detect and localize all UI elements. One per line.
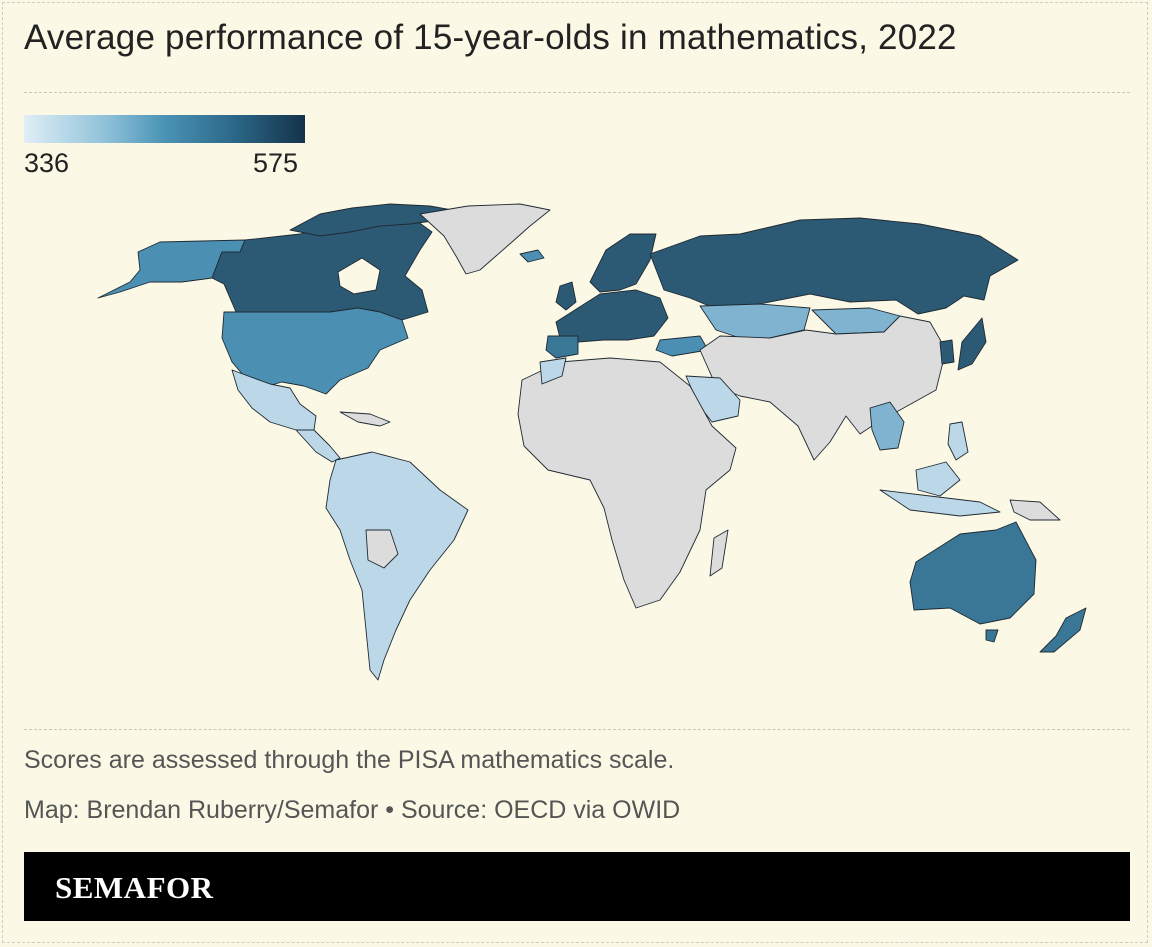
brand-bar: SEMAFOR — [24, 852, 1130, 921]
region-papua — [1009, 499, 1061, 521]
region-philippines — [947, 421, 969, 461]
region-uk — [555, 281, 577, 311]
region-turkey — [655, 335, 709, 357]
region-indonesia — [879, 489, 1001, 517]
region-japan — [957, 317, 987, 371]
region-usa — [221, 307, 409, 395]
bottom-divider — [24, 729, 1130, 730]
hudson-bay — [337, 257, 381, 295]
region-bolivia — [365, 529, 399, 569]
legend-min-label: 336 — [24, 148, 70, 178]
top-divider — [24, 92, 1130, 93]
region-caribbean — [339, 411, 391, 427]
region-iberia — [545, 335, 579, 359]
region-central-america — [295, 429, 341, 463]
brand-logo: SEMAFOR — [55, 870, 214, 905]
region-australia — [909, 521, 1037, 625]
region-southeast-asia — [869, 401, 905, 451]
legend-max-label: 575 — [253, 148, 299, 178]
region-korea — [939, 339, 955, 365]
region-greenland — [419, 203, 551, 275]
region-new-zealand — [1039, 607, 1087, 653]
region-scandinavia — [589, 233, 657, 293]
region-borneo — [915, 461, 961, 497]
map-credit: Map: Brendan Ruberry/Semafor • Source: O… — [24, 796, 681, 824]
region-iceland — [519, 249, 545, 263]
chart-title: Average performance of 15-year-olds in m… — [24, 18, 957, 57]
region-russia — [649, 217, 1019, 315]
region-madagascar — [709, 529, 729, 577]
region-tasmania — [985, 629, 999, 643]
region-morocco — [539, 357, 567, 385]
legend-gradient — [24, 115, 305, 143]
world-map — [97, 203, 1087, 681]
region-south-america — [325, 451, 469, 681]
map-description: Scores are assessed through the PISA mat… — [24, 746, 675, 774]
region-asia-no-data — [699, 315, 947, 461]
region-africa — [517, 357, 737, 609]
